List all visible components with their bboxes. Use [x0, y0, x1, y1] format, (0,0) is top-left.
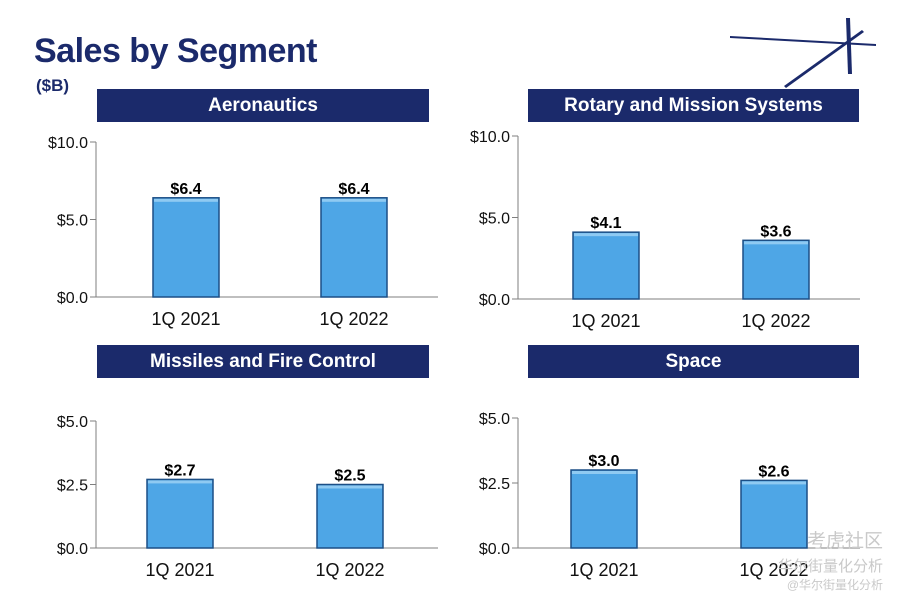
y-tick-label: $5.0 — [479, 411, 510, 428]
y-tick-label: $10.0 — [470, 129, 510, 146]
star-logo-icon — [730, 18, 876, 88]
bar-value-label: $3.0 — [588, 453, 619, 470]
bar-highlight — [154, 198, 218, 202]
y-tick-label: $2.5 — [57, 478, 88, 495]
bar-highlight — [742, 481, 806, 485]
bar-value-label: $3.6 — [760, 223, 791, 240]
bar-group — [152, 197, 220, 298]
bar — [152, 197, 220, 298]
y-tick-label: $2.5 — [479, 476, 510, 493]
bar-value-label: $6.4 — [170, 181, 201, 198]
bar-group — [740, 479, 808, 549]
y-tick-label: $0.0 — [57, 541, 88, 558]
chart-missiles: $0.0 $2.5 $5.0 $2.7 1Q 2021 $2.5 1Q 2022 — [57, 414, 438, 580]
watermark: 考虎社区 华尔街量化分析 @华尔街量化分析 — [778, 526, 883, 593]
bar — [740, 479, 808, 549]
panel-title-missiles: Missiles and Fire Control — [97, 345, 429, 378]
y-tick-label: $5.0 — [57, 414, 88, 431]
chart-space: $0.0 $2.5 $5.0 $3.0 1Q 2021 $2.6 1Q 2022 — [479, 411, 860, 580]
bar-group — [570, 469, 638, 549]
panel-title-space: Space — [528, 345, 859, 378]
bar-value-label: $2.5 — [334, 468, 365, 485]
x-category-label: 1Q 2022 — [741, 311, 810, 331]
bar — [320, 197, 388, 298]
bar-value-label: $4.1 — [590, 215, 621, 232]
bar-highlight — [572, 471, 636, 474]
chart-rotary: $0.0 $5.0 $10.0 $4.1 1Q 2021 $3.6 1Q 2022 — [470, 129, 860, 331]
bar-group — [146, 478, 214, 549]
bar-value-label: $2.6 — [758, 463, 789, 480]
bar — [572, 231, 640, 300]
bar — [742, 239, 810, 300]
bar — [146, 478, 214, 549]
x-category-label: 1Q 2022 — [315, 560, 384, 580]
panel-title-rotary: Rotary and Mission Systems — [528, 89, 859, 122]
bar-group — [316, 483, 384, 549]
x-category-label: 1Q 2022 — [319, 309, 388, 329]
watermark-line3: @华尔街量化分析 — [786, 578, 883, 592]
bar-group — [320, 197, 388, 298]
y-tick-label: $5.0 — [57, 213, 88, 230]
bar — [570, 469, 638, 549]
y-tick-label: $0.0 — [57, 290, 88, 307]
page-title: Sales by Segment — [34, 32, 318, 70]
x-category-label: 1Q 2021 — [571, 311, 640, 331]
bar-value-label: $2.7 — [164, 462, 195, 479]
bar-value-label: $6.4 — [338, 181, 369, 198]
x-category-label: 1Q 2022 — [739, 560, 808, 580]
bar — [316, 483, 384, 549]
unit-label: ($B) — [36, 76, 70, 95]
y-tick-label: $0.0 — [479, 541, 510, 558]
watermark-line1: 考虎社区 — [806, 531, 883, 552]
bar-highlight — [744, 241, 808, 245]
watermark-line2: 华尔街量化分析 — [777, 558, 883, 575]
bar-highlight — [148, 480, 212, 484]
bar-group — [572, 231, 640, 300]
bar-group — [742, 239, 810, 300]
x-category-label: 1Q 2021 — [145, 560, 214, 580]
panel-title-aeronautics: Aeronautics — [97, 89, 429, 122]
x-category-label: 1Q 2021 — [151, 309, 220, 329]
bar-highlight — [318, 485, 382, 489]
y-tick-label: $10.0 — [48, 135, 88, 152]
x-category-label: 1Q 2021 — [569, 560, 638, 580]
chart-aeronautics: $0.0 $5.0 $10.0 $6.4 1Q 2021 $6.4 1Q 2022 — [48, 135, 438, 329]
bar-highlight — [322, 198, 386, 202]
y-tick-label: $5.0 — [479, 211, 510, 228]
y-tick-label: $0.0 — [479, 292, 510, 309]
bar-highlight — [574, 233, 638, 237]
